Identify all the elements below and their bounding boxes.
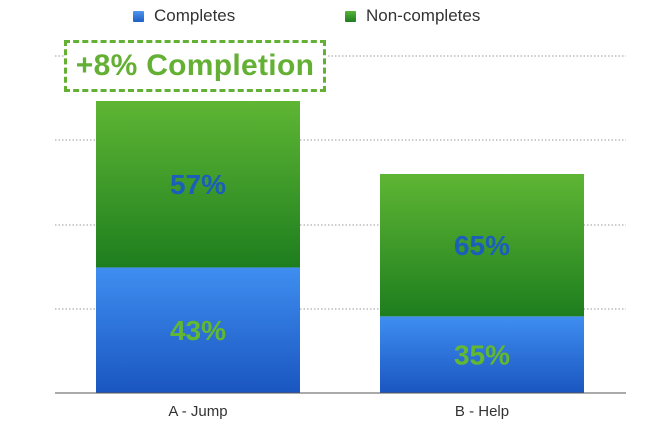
data-label: 65% <box>454 230 510 261</box>
legend-swatch-completes <box>133 10 144 22</box>
bar-segment-completes <box>380 316 584 393</box>
legend-swatch-non-completes <box>345 10 356 22</box>
legend-item-non-completes: Non-completes <box>345 6 480 26</box>
bar-segment-non-completes <box>96 101 300 268</box>
legend-item-completes: Completes <box>133 6 235 26</box>
data-label: 57% <box>170 169 226 200</box>
legend-label-non-completes: Non-completes <box>366 6 481 25</box>
x-tick-labels: A - Jump B - Help <box>168 403 509 420</box>
bar-segment-non-completes <box>380 174 584 317</box>
bars: 43% 57% 35% 65% <box>96 101 584 393</box>
data-label: 43% <box>170 315 226 346</box>
data-label: 35% <box>454 340 510 371</box>
callout-text: +8% Completion <box>75 49 315 82</box>
x-tick-label: B - Help <box>455 403 509 420</box>
x-tick-label: A - Jump <box>168 403 227 420</box>
legend-label-completes: Completes <box>154 6 236 25</box>
completion-callout: +8% Completion <box>64 40 326 92</box>
bar-segment-completes <box>96 267 300 393</box>
